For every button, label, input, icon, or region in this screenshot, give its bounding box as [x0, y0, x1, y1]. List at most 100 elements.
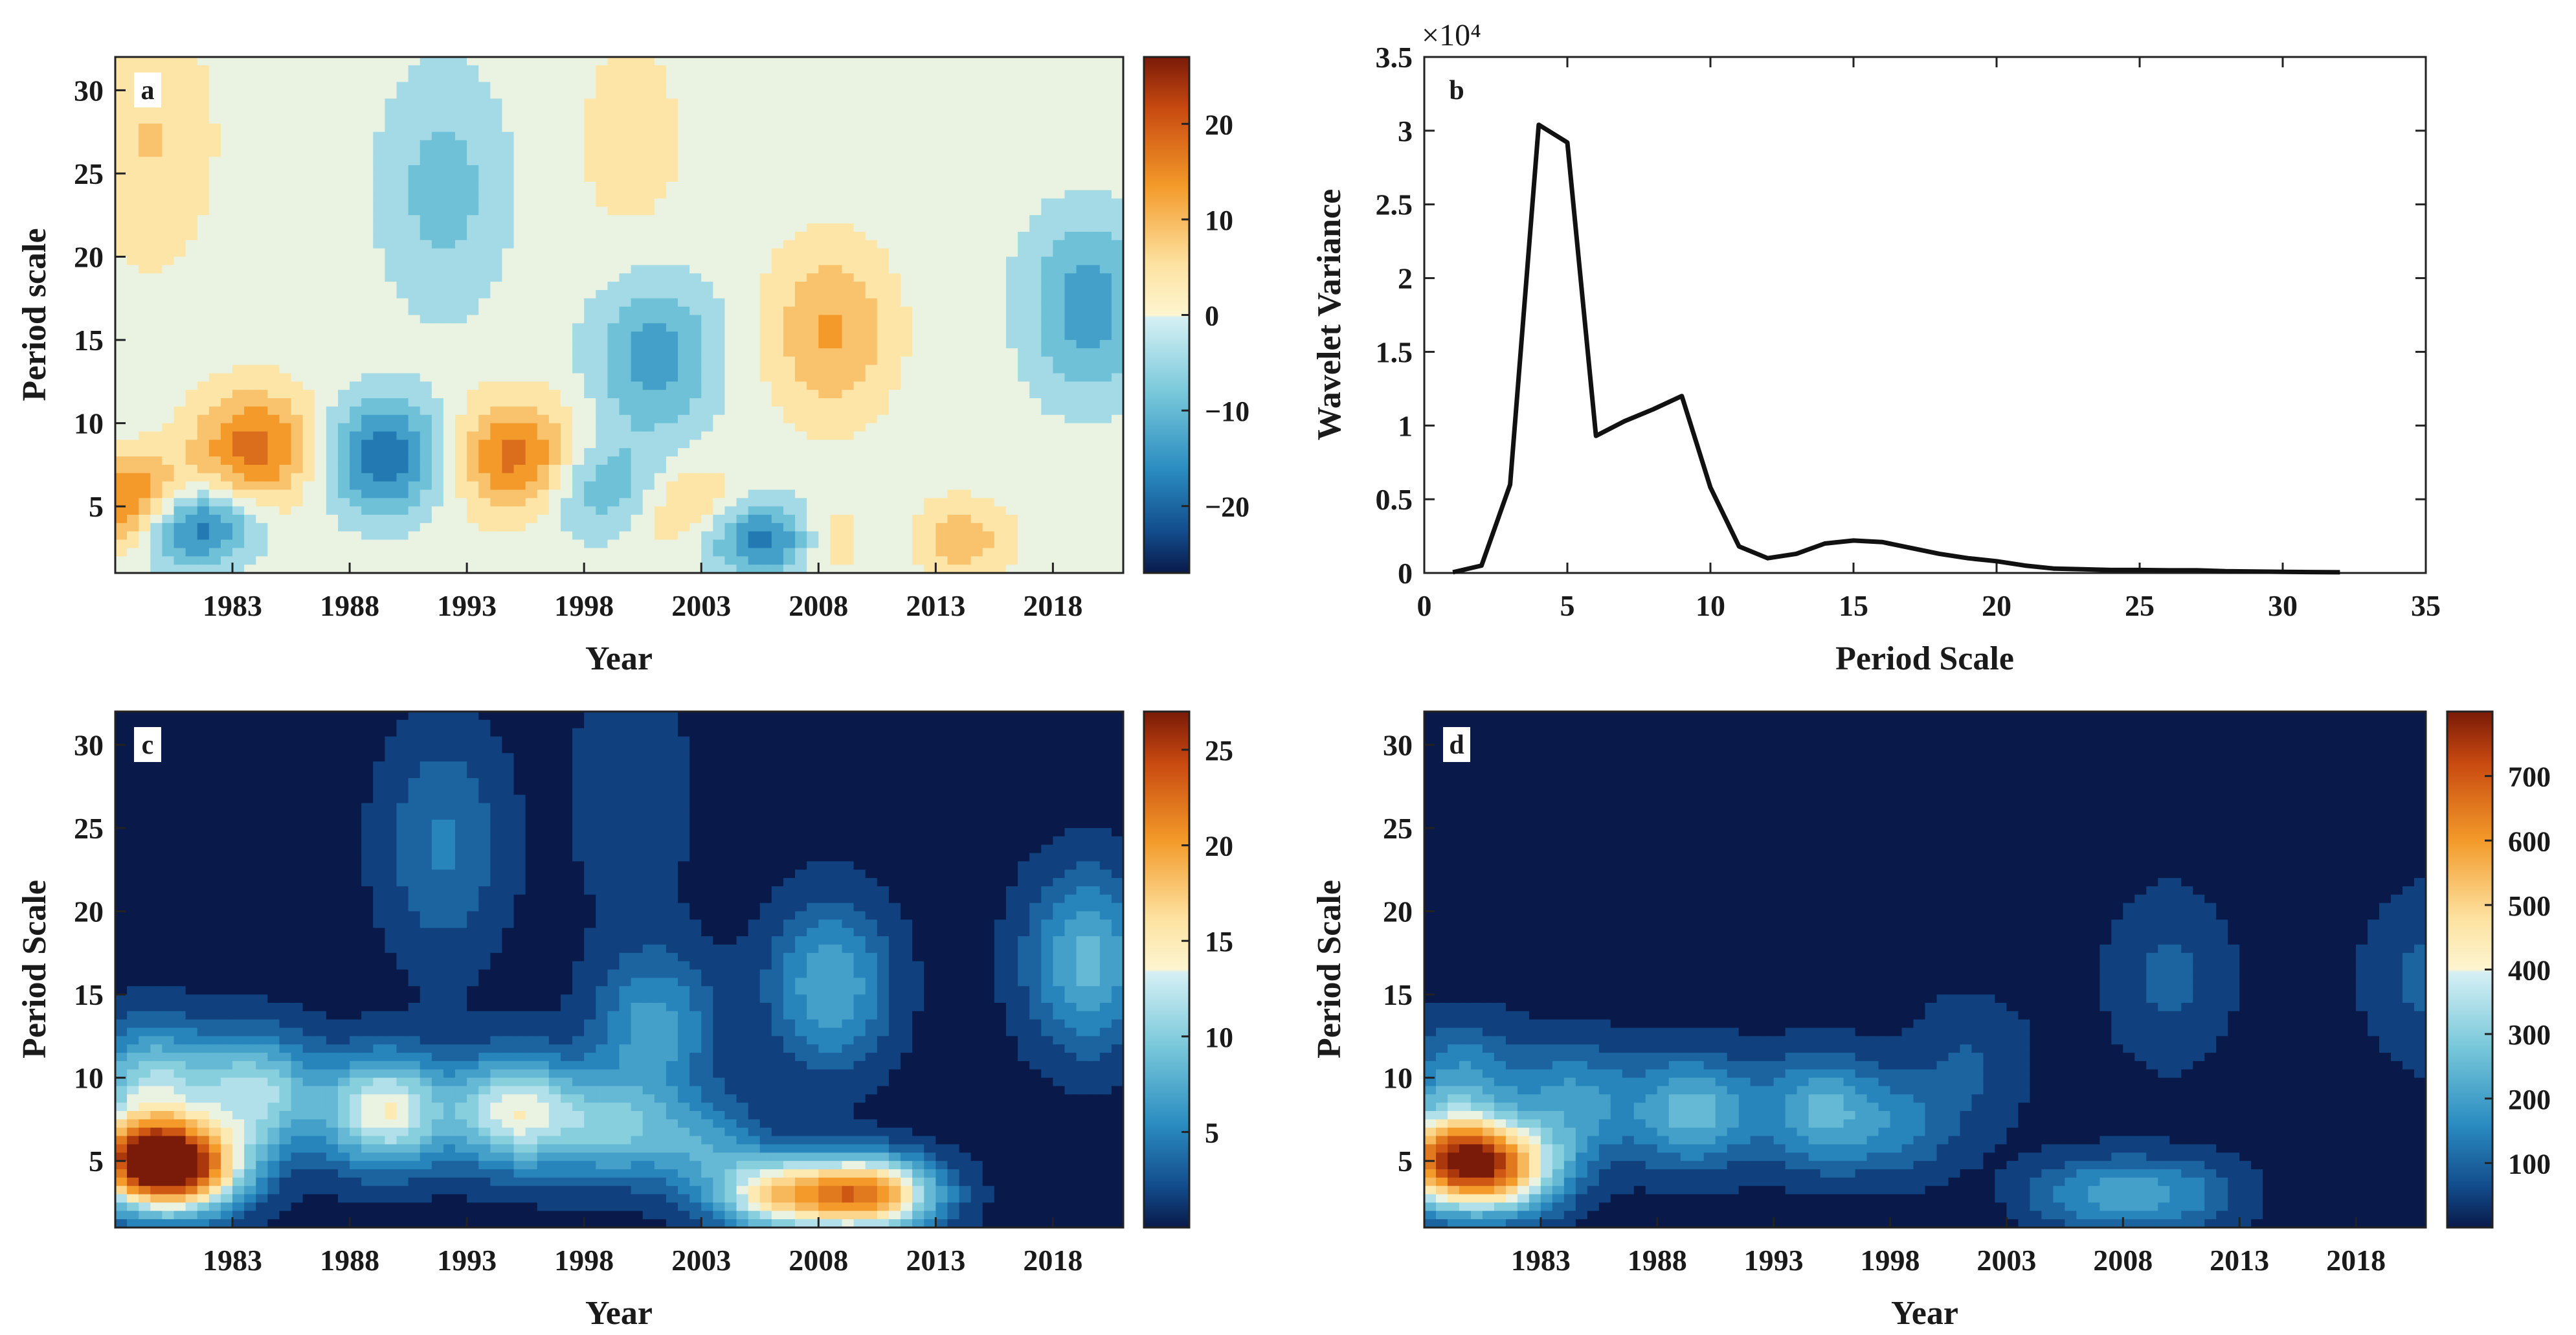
heatmap-cell — [431, 481, 444, 491]
heatmap-cell — [689, 565, 702, 573]
heatmap-cell — [783, 240, 796, 249]
heatmap-cell — [1005, 323, 1018, 332]
heatmap-cell — [935, 157, 948, 166]
heatmap-cell — [350, 565, 362, 573]
heatmap-cell — [970, 223, 983, 232]
heatmap-cell — [970, 140, 983, 150]
heatmap-cell — [994, 215, 1007, 224]
heatmap-cell — [877, 90, 890, 100]
heatmap-cell — [678, 207, 690, 216]
heatmap-cell — [771, 539, 784, 549]
heatmap-cell — [830, 140, 843, 150]
heatmap-cell — [185, 431, 198, 441]
heatmap-cell — [924, 131, 937, 141]
heatmap-cell — [1018, 522, 1030, 532]
heatmap-cell — [748, 323, 761, 332]
heatmap-cell — [431, 148, 444, 158]
heatmap-cell — [467, 289, 480, 299]
heatmap-cell — [666, 107, 678, 116]
heatmap-cell — [420, 190, 432, 199]
heatmap-cell — [596, 223, 609, 232]
heatmap-cell — [525, 157, 538, 166]
heatmap-cell — [326, 223, 339, 232]
heatmap-cell — [467, 340, 480, 349]
heatmap-cell — [548, 331, 561, 341]
heatmap-cell — [443, 107, 456, 116]
heatmap-cell — [314, 423, 327, 432]
heatmap-cell — [994, 440, 1007, 449]
heatmap-cell — [420, 448, 432, 457]
heatmap-cell — [865, 331, 878, 341]
heatmap-cell — [1005, 165, 1018, 174]
heatmap-cell — [502, 365, 515, 374]
heatmap-cell — [994, 373, 1007, 383]
heatmap-cell — [572, 456, 585, 466]
heatmap-cell — [619, 298, 632, 308]
heatmap-cell — [1029, 198, 1042, 208]
heatmap-cell — [443, 131, 456, 141]
heatmap-cell — [853, 381, 866, 390]
heatmap-cell — [150, 157, 163, 166]
heatmap-cell — [572, 107, 585, 116]
heatmap-cell — [830, 331, 843, 341]
heatmap-cell — [584, 248, 597, 258]
heatmap-cell — [208, 298, 221, 308]
heatmap-cell — [537, 65, 550, 74]
heatmap-cell — [1005, 198, 1018, 208]
heatmap-cell — [678, 248, 690, 258]
heatmap-cell — [525, 440, 538, 449]
heatmap-cell — [302, 215, 315, 224]
heatmap-cell — [1018, 489, 1030, 499]
heatmap-cell — [185, 207, 198, 216]
heatmap-cell — [795, 173, 807, 183]
heatmap-cell — [373, 522, 386, 532]
heatmap-cell — [443, 381, 456, 390]
heatmap-cell — [818, 522, 831, 532]
heatmap-cell — [689, 115, 702, 124]
heatmap-cell — [666, 282, 678, 291]
heatmap-cell — [701, 323, 714, 332]
heatmap-cell — [139, 381, 151, 390]
heatmap-cell — [619, 198, 632, 208]
heatmap-cell — [197, 565, 210, 573]
heatmap-cell — [443, 539, 456, 549]
heatmap-cell — [1053, 282, 1066, 291]
heatmap-cell — [701, 440, 714, 449]
heatmap-cell — [408, 148, 421, 158]
heatmap-cell — [596, 256, 609, 266]
heatmap-cell — [924, 90, 937, 100]
heatmap-cell — [678, 82, 690, 91]
heatmap-cell — [935, 282, 948, 291]
heatmap-cell — [150, 531, 163, 541]
heatmap-cell — [431, 365, 444, 374]
heatmap-cell — [783, 57, 796, 66]
heatmap-cell — [162, 240, 175, 249]
heatmap-cell — [935, 98, 948, 107]
heatmap-cell — [877, 506, 890, 515]
heatmap-cell — [396, 298, 409, 308]
heatmap-cell — [443, 531, 456, 541]
heatmap-cell — [373, 231, 386, 241]
heatmap-cell — [361, 140, 374, 150]
heatmap-cell — [1041, 215, 1054, 224]
heatmap-cell — [736, 98, 749, 107]
heatmap-cell — [877, 223, 890, 232]
heatmap-cell — [935, 531, 948, 541]
heatmap-cell — [901, 165, 913, 174]
heatmap-cell — [244, 207, 257, 216]
heatmap-cell — [666, 131, 678, 141]
heatmap-cell — [748, 498, 761, 507]
heatmap-cell — [901, 256, 913, 266]
heatmap-cell — [970, 289, 983, 299]
heatmap-cell — [337, 73, 350, 83]
heatmap-cell — [256, 489, 269, 499]
heatmap-cell — [467, 315, 480, 324]
heatmap-cell — [431, 289, 444, 299]
heatmap-cell — [724, 240, 737, 249]
heatmap-cell — [373, 348, 386, 357]
heatmap-cell — [935, 173, 948, 183]
heatmap-cell — [291, 240, 304, 249]
heatmap-cell — [713, 440, 726, 449]
heatmap-cell — [607, 265, 620, 275]
heatmap-cell — [139, 440, 151, 449]
